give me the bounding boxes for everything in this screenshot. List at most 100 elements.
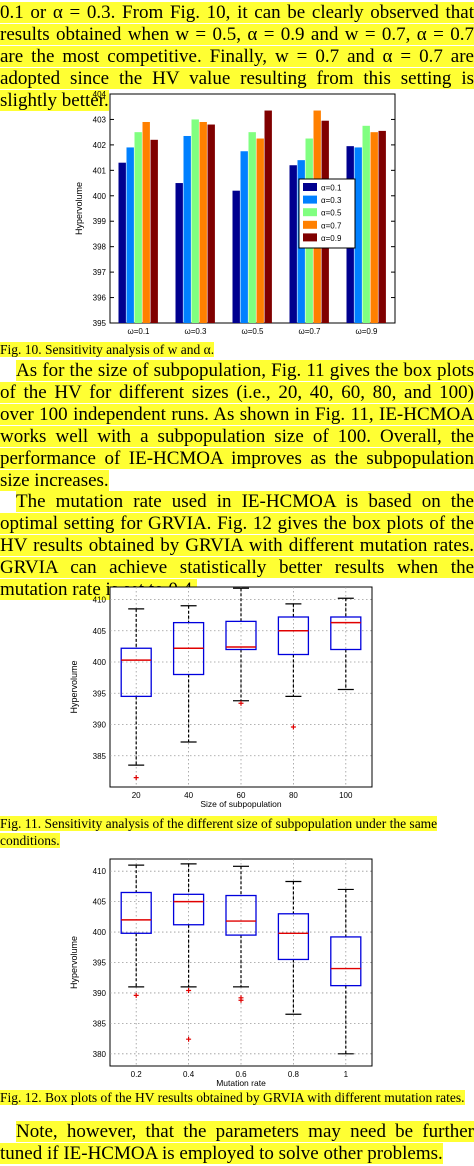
- bar: [370, 132, 378, 323]
- y-tick-label: 390: [93, 989, 107, 998]
- y-tick-label: 397: [93, 268, 107, 277]
- x-tick-label: 60: [237, 791, 246, 800]
- legend-swatch: [303, 208, 317, 217]
- legend-swatch: [303, 233, 317, 242]
- y-tick-label: 398: [93, 243, 107, 252]
- y-tick-label: 405: [93, 627, 107, 636]
- y-tick-label: 395: [93, 959, 107, 968]
- legend-label: α=0.5: [321, 209, 342, 218]
- bar: [248, 132, 256, 323]
- x-tick-label: 80: [289, 791, 298, 800]
- box: [172, 893, 205, 926]
- x-tick-label: ω=0.3: [184, 327, 207, 336]
- box: [120, 891, 152, 934]
- paragraph-end-text: Note, however, that the parameters may n…: [0, 1121, 474, 1164]
- y-tick-label: 385: [93, 1019, 107, 1028]
- y-tick-label: 404: [93, 90, 107, 99]
- caption-fig-12: Fig. 12. Box plots of the HV results obt…: [0, 1089, 474, 1106]
- y-tick-label: 385: [93, 752, 107, 761]
- box: [277, 616, 310, 656]
- y-tick-label: 400: [93, 658, 107, 667]
- paragraph-end: Note, however, that the parameters may n…: [0, 1121, 474, 1165]
- x-tick-label: 20: [132, 791, 141, 800]
- paragraph-mid-1-text: As for the size of subpopulation, Fig. 1…: [0, 360, 474, 491]
- x-tick-label: 0.4: [183, 1070, 195, 1079]
- y-tick-label: 410: [93, 867, 107, 876]
- caption-fig-11: Fig. 11. Sensitivity analysis of the dif…: [0, 815, 474, 849]
- y-axis-label: Hypervolume: [74, 182, 84, 235]
- legend-label: α=0.3: [321, 196, 342, 205]
- outlier-marker: [238, 700, 244, 706]
- x-tick-label: ω=0.9: [355, 327, 378, 336]
- bar: [207, 124, 215, 324]
- legend-swatch: [303, 195, 317, 204]
- x-tick-label: ω=0.5: [241, 327, 264, 336]
- bar: [256, 138, 264, 323]
- box: [225, 620, 257, 651]
- bar: [264, 110, 272, 324]
- bar: [199, 121, 207, 323]
- y-tick-label: 400: [93, 928, 107, 937]
- x-tick-label: 100: [339, 791, 353, 800]
- legend-swatch: [303, 220, 317, 229]
- bar: [150, 139, 158, 323]
- x-axis-label: Mutation rate: [216, 1078, 266, 1088]
- paragraph-mid-1: As for the size of subpopulation, Fig. 1…: [0, 360, 474, 492]
- y-tick-label: 403: [93, 115, 107, 124]
- bar: [175, 183, 183, 323]
- bar: [191, 119, 199, 323]
- outlier-marker: [186, 1036, 192, 1042]
- outlier-marker: [133, 775, 139, 781]
- x-tick-label: 0.2: [131, 1070, 143, 1079]
- box: [330, 616, 362, 651]
- legend-label: α=0.9: [321, 234, 342, 243]
- box: [225, 894, 257, 936]
- bar: [378, 130, 386, 323]
- legend-label: α=0.1: [321, 184, 342, 193]
- outlier-marker: [133, 992, 139, 998]
- x-tick-label: 0.8: [288, 1070, 300, 1079]
- y-tick-label: 390: [93, 721, 107, 730]
- y-tick-label: 380: [93, 1050, 107, 1059]
- figure-10-bar-chart: 395 396 397 398 399 400 401 402 403 404 Hypervolum…: [74, 90, 396, 336]
- y-tick-label: 401: [93, 166, 107, 175]
- x-tick-label: ω=0.7: [298, 327, 321, 336]
- caption-fig-10: Fig. 10. Sensitivity analysis of w and α…: [0, 341, 474, 358]
- y-tick-label: 395: [93, 689, 107, 698]
- bar: [362, 125, 370, 323]
- y-axis-label: Hypervolume: [69, 660, 79, 713]
- caption-fig-11-text: Fig. 11. Sensitivity analysis of the dif…: [0, 816, 438, 848]
- x-axis-label: Size of subpopulation: [200, 799, 282, 809]
- legend-swatch: [303, 183, 317, 191]
- figure-12-box-plot: 380 385 390 395 400 405 410 0.2 0.4 0.6 0.8 1 Hyperv…: [69, 858, 373, 1088]
- x-tick-label: 1: [344, 1070, 349, 1079]
- bar: [134, 132, 142, 323]
- y-axis-label: Hypervolume: [69, 936, 79, 989]
- y-tick-label: 395: [93, 319, 107, 328]
- y-tick-label: 402: [93, 141, 107, 150]
- bar: [118, 162, 126, 323]
- bar: [240, 151, 248, 323]
- outlier-marker: [238, 997, 244, 1003]
- y-tick-label: 400: [93, 192, 107, 201]
- figure-11-box-plot: 385 390 395 400 405 410 20 40 60 80 100 Hypervolume…: [69, 586, 373, 809]
- paragraph-top-text: 0.1 or α = 0.3. From Fig. 10, it can be …: [0, 2, 474, 111]
- paragraph-top: 0.1 or α = 0.3. From Fig. 10, it can be …: [0, 2, 474, 112]
- bar: [142, 121, 150, 323]
- legend-label: α=0.7: [321, 221, 342, 230]
- box: [330, 936, 362, 987]
- bar: [126, 147, 134, 323]
- outlier-marker: [290, 724, 296, 730]
- outlier-marker: [186, 988, 192, 994]
- paragraph-mid-2: The mutation rate used in IE-HCMOA is ba…: [0, 491, 474, 601]
- box: [120, 647, 152, 698]
- x-tick-label: 0.6: [235, 1070, 247, 1079]
- bar: [289, 165, 297, 323]
- y-tick-label: 396: [93, 294, 107, 303]
- x-tick-label: ω=0.1: [127, 327, 150, 336]
- box: [277, 913, 310, 961]
- bar: [232, 190, 240, 323]
- x-tick-label: 40: [184, 791, 193, 800]
- caption-fig-12-text: Fig. 12. Box plots of the HV results obt…: [0, 1090, 465, 1105]
- y-tick-label: 410: [93, 596, 107, 605]
